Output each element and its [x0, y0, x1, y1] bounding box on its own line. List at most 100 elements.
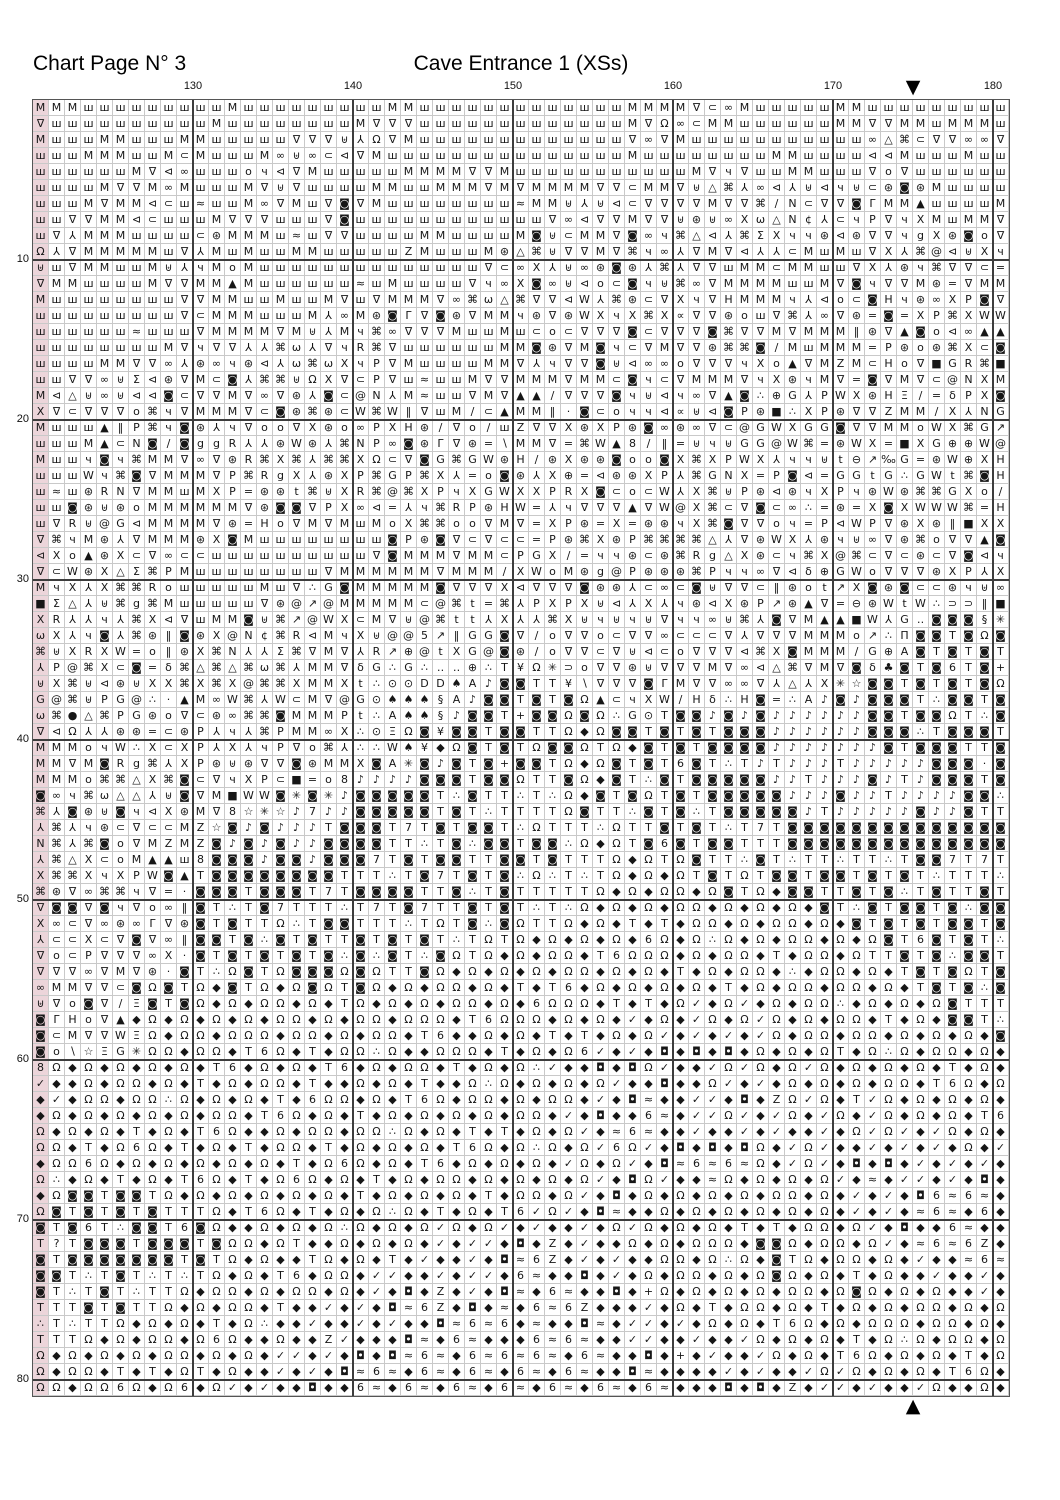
grid-cell: o	[161, 580, 177, 596]
grid-cell: M	[353, 116, 369, 132]
grid-cell: ◙	[641, 740, 657, 756]
grid-cell: ◆	[593, 900, 609, 916]
grid-cell: 6	[129, 1140, 145, 1156]
grid-cell: ◙	[97, 900, 113, 916]
grid-cell: M	[929, 180, 945, 196]
grid-cell: ⅄	[593, 292, 609, 308]
grid-cell: X	[561, 420, 577, 436]
grid-cell: ∇	[65, 964, 81, 980]
grid-cell: Ω	[881, 1332, 897, 1348]
grid-cell: ◙	[545, 740, 561, 756]
grid-cell: ◙	[929, 980, 945, 996]
grid-cell: ш	[225, 164, 241, 180]
grid-cell: ◙	[81, 1236, 97, 1252]
grid-cell: ш	[497, 116, 513, 132]
grid-cell: X	[513, 276, 529, 292]
grid-cell: ◙	[689, 820, 705, 836]
grid-cell: T	[305, 1076, 321, 1092]
grid-cell: ?	[49, 1236, 65, 1252]
grid-cell: =	[577, 548, 593, 564]
grid-cell: ◆	[321, 1316, 337, 1332]
grid-cell: ◆	[945, 1300, 961, 1316]
grid-cell: T	[977, 932, 993, 948]
grid-cell: 6	[497, 1380, 513, 1396]
grid-cell: ◙	[977, 292, 993, 308]
grid-cell: ∇	[49, 964, 65, 980]
grid-cell: ⊙	[369, 724, 385, 740]
grid-cell: ⊎	[689, 436, 705, 452]
grid-cell: ✓	[945, 1156, 961, 1172]
grid-cell: ч	[721, 164, 737, 180]
grid-cell: ч	[97, 468, 113, 484]
grid-cell: Ω	[513, 1012, 529, 1028]
grid-cell: ◙	[625, 276, 641, 292]
grid-cell: ⊂	[641, 292, 657, 308]
grid-cell: ◙	[993, 756, 1009, 772]
grid-cell: ш	[177, 212, 193, 228]
grid-cell: ш	[289, 260, 305, 276]
grid-cell: ш	[833, 164, 849, 180]
grid-cell: Ω	[817, 948, 833, 964]
grid-cell: ∇	[897, 164, 913, 180]
grid-cell: Ω	[641, 900, 657, 916]
grid-cell: ∕	[993, 484, 1009, 500]
grid-cell: ◆	[257, 1364, 273, 1380]
grid-cell: ◆	[321, 1076, 337, 1092]
grid-cell: ◙	[657, 772, 673, 788]
grid-cell: Ω	[561, 1092, 577, 1108]
grid-cell: ♪	[865, 740, 881, 756]
grid-cell: Ω	[929, 1300, 945, 1316]
grid-cell: ∇	[721, 660, 737, 676]
grid-cell: ∴	[785, 852, 801, 868]
grid-cell: ⌘	[913, 244, 929, 260]
grid-cell: ⌘	[81, 788, 97, 804]
grid-cell: Ω	[241, 1348, 257, 1364]
grid-cell: ⌘	[257, 708, 273, 724]
grid-cell: ⊛	[785, 580, 801, 596]
grid-cell: Ω	[785, 1044, 801, 1060]
grid-cell: ◙	[705, 836, 721, 852]
grid-cell: G	[753, 436, 769, 452]
grid-cell: ◆	[849, 1236, 865, 1252]
grid-cell: M	[289, 196, 305, 212]
grid-cell: M	[833, 644, 849, 660]
grid-cell: Ω	[241, 1300, 257, 1316]
grid-cell: ∇	[33, 564, 49, 580]
grid-cell: ■	[993, 356, 1009, 372]
grid-cell: ♪	[801, 708, 817, 724]
grid-cell: ⊂	[929, 580, 945, 596]
grid-cell: T	[961, 868, 977, 884]
grid-cell: ⌘	[945, 340, 961, 356]
grid-cell: ч	[849, 484, 865, 500]
grid-cell: ∇	[449, 420, 465, 436]
grid-cell: ◆	[897, 1364, 913, 1380]
grid-cell: ■	[289, 772, 305, 788]
grid-cell: ◆	[481, 964, 497, 980]
grid-cell: ∇	[753, 324, 769, 340]
grid-cell: P	[737, 404, 753, 420]
grid-cell: ∴	[625, 804, 641, 820]
grid-cell: D	[433, 676, 449, 692]
grid-cell: T	[193, 1076, 209, 1092]
grid-cell: ✓	[577, 1252, 593, 1268]
grid-cell: ◆	[209, 1076, 225, 1092]
grid-cell: P	[193, 756, 209, 772]
grid-cell: Ω	[657, 1284, 673, 1300]
grid-cell: ш	[353, 212, 369, 228]
grid-cell: ∇	[737, 324, 753, 340]
grid-cell: ◆	[417, 980, 433, 996]
grid-cell: ⊎	[657, 276, 673, 292]
grid-cell: ∴	[897, 468, 913, 484]
grid-cell: M	[337, 324, 353, 340]
grid-cell: ⊲	[785, 564, 801, 580]
grid-cell: Ω	[593, 980, 609, 996]
grid-cell: Ω	[417, 1220, 433, 1236]
grid-cell: ш	[433, 100, 449, 116]
grid-cell: ∇	[961, 532, 977, 548]
grid-cell: ⊛	[897, 260, 913, 276]
grid-cell: M	[401, 564, 417, 580]
grid-cell: ✓	[929, 1124, 945, 1140]
grid-cell: ◙	[273, 932, 289, 948]
grid-cell: ‖	[545, 404, 561, 420]
grid-cell: ⊂	[609, 628, 625, 644]
